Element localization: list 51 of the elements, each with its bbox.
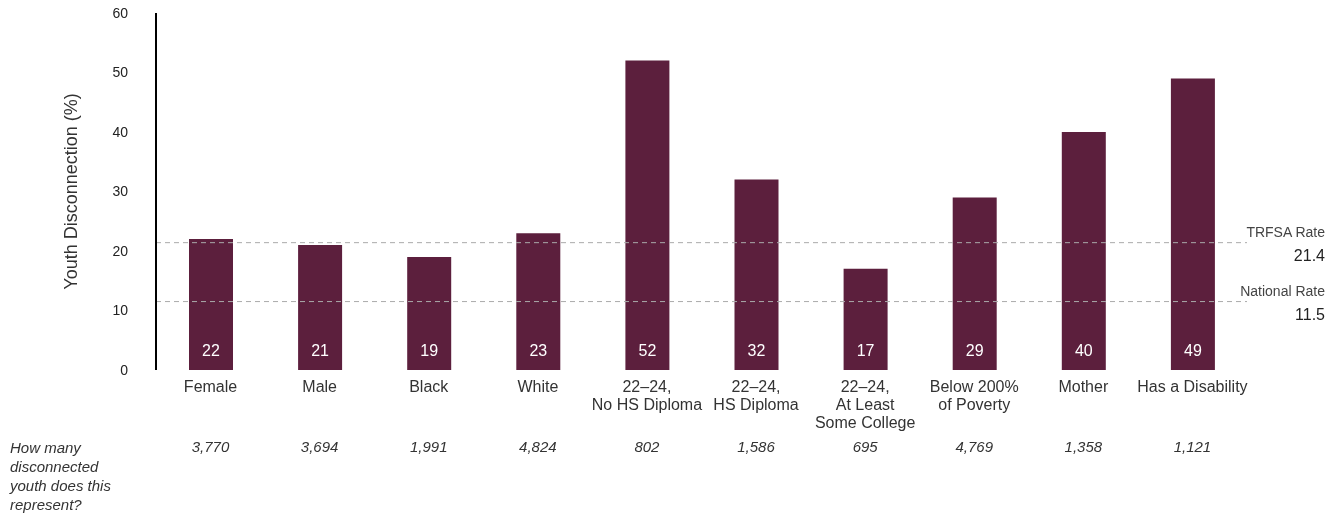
y-tick-label: 50: [112, 64, 129, 81]
bar: [516, 233, 561, 370]
text: How many disconnected youth does this represent?: [10, 438, 112, 514]
bar: [734, 179, 779, 370]
bar: [1061, 132, 1106, 370]
ref-line-label: TRFSA Rate 21.4: [1246, 223, 1326, 264]
bar: [407, 256, 452, 370]
text: 4,769: [954, 438, 994, 455]
bar: [952, 197, 997, 370]
text: 1,991: [408, 438, 449, 455]
y-tick-label: 20: [112, 242, 129, 259]
text: 3,694: [299, 438, 340, 455]
data-label: 17: [856, 342, 875, 359]
x-tick-label: Black: [409, 378, 450, 395]
text: 1,358: [1063, 438, 1104, 455]
text: 3,770: [190, 438, 231, 455]
x-tick-label: White: [517, 378, 559, 395]
x-tick-label: 22–24, At Least Some College: [814, 378, 916, 431]
ref-line-label: National Rate 11.5: [1240, 282, 1326, 323]
text: 1,121: [1172, 438, 1213, 455]
data-label: 32: [747, 342, 766, 359]
bar: [843, 268, 888, 370]
text: 695: [851, 438, 879, 455]
y-tick-label: 30: [112, 183, 129, 200]
text: 1,586: [736, 438, 776, 455]
x-tick-label: 22–24, No HS Diploma: [591, 378, 703, 413]
y-tick-label: 60: [112, 4, 129, 21]
x-tick-label: 22–24, HS Diploma: [713, 378, 799, 413]
bar: [298, 245, 343, 370]
y-tick-label: 10: [112, 302, 129, 319]
data-label: 23: [529, 342, 548, 359]
bar: [189, 239, 233, 370]
data-label: 19: [420, 342, 439, 359]
y-tick-label: 40: [112, 123, 129, 140]
x-tick-label: Male: [302, 378, 338, 395]
data-label: 21: [311, 342, 330, 359]
y-tick-label: 0: [120, 361, 129, 378]
x-tick-label: Mother: [1058, 378, 1109, 395]
x-tick-label: Has a Disability: [1137, 378, 1248, 395]
data-label: 40: [1074, 342, 1093, 359]
x-tick-label: Below 200% of Poverty: [929, 378, 1019, 413]
data-label: 52: [638, 342, 657, 359]
text: 802: [633, 438, 661, 455]
text: 4,824: [518, 438, 558, 455]
x-tick-label: Female: [183, 378, 238, 395]
bar: [1170, 78, 1215, 370]
bar: [625, 60, 670, 370]
data-label: 22: [202, 342, 220, 359]
data-label: 49: [1184, 342, 1202, 359]
y-axis-title: Youth Disconnection (%): [61, 93, 82, 290]
data-label: 29: [965, 342, 984, 359]
